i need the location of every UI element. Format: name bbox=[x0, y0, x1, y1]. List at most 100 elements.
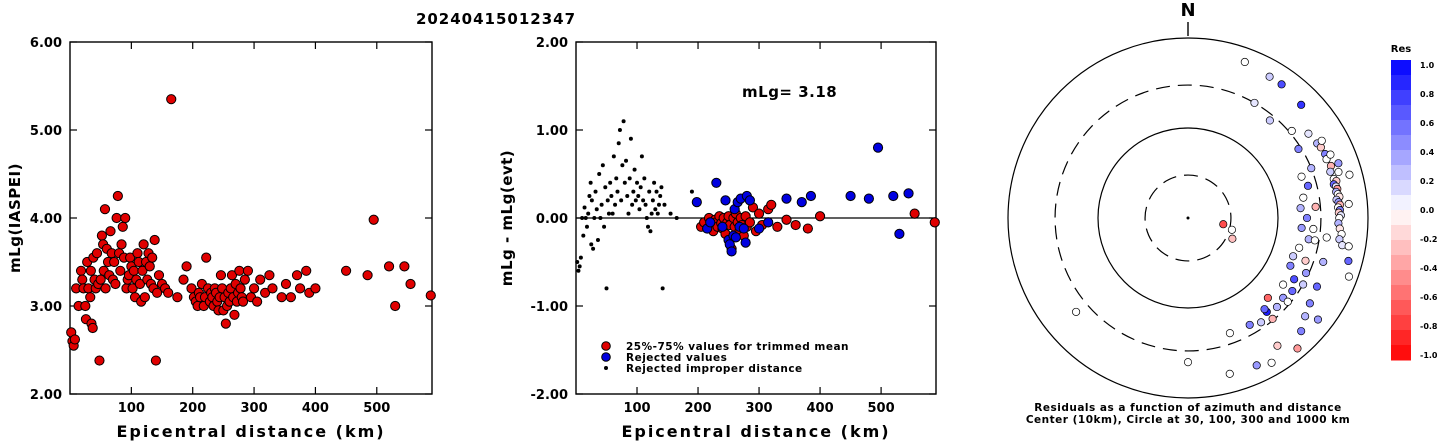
improper-distance-point bbox=[594, 207, 599, 212]
data-point bbox=[112, 190, 123, 202]
data-point bbox=[201, 252, 212, 263]
improper-distance-point bbox=[597, 172, 602, 176]
rejected-point bbox=[730, 232, 741, 243]
improper-distance-point bbox=[633, 198, 638, 203]
improper-distance-point bbox=[587, 194, 592, 198]
improper-distance-point bbox=[600, 163, 605, 168]
data-point bbox=[220, 318, 231, 329]
residual-point bbox=[1256, 318, 1266, 327]
improper-distance-point bbox=[613, 202, 618, 207]
data-point bbox=[134, 278, 146, 290]
data-point bbox=[425, 290, 436, 301]
colorbar-tick-label: -1.0 bbox=[1420, 351, 1437, 360]
colorbar-tick-label: -0.8 bbox=[1420, 322, 1437, 331]
residual-point bbox=[1288, 286, 1297, 296]
improper-distance-point bbox=[636, 194, 641, 198]
colorbar-tick-label: -0.6 bbox=[1420, 293, 1437, 302]
data-point bbox=[390, 300, 401, 312]
trimmed-mean-point bbox=[929, 217, 940, 228]
improper-distance-point bbox=[638, 185, 643, 190]
data-point bbox=[80, 300, 91, 312]
improper-distance-point bbox=[593, 189, 598, 194]
improper-distance-point bbox=[622, 180, 627, 185]
data-point bbox=[239, 274, 250, 285]
residual-point bbox=[1334, 167, 1343, 177]
data-points bbox=[66, 94, 436, 366]
magnitude-vs-distance-chart: 2.00 3.00 4.00 5.00 6.00 100 200 300 400 500 mLg… bbox=[6, 36, 436, 441]
improper-distance-point bbox=[589, 242, 594, 247]
data-point bbox=[215, 270, 227, 281]
residual-point bbox=[1334, 159, 1343, 168]
x-tick-label: 500 bbox=[363, 401, 390, 416]
improper-distance-point bbox=[653, 207, 658, 212]
residual-point bbox=[1290, 275, 1299, 284]
improper-distance-point bbox=[588, 180, 593, 185]
improper-distance-point bbox=[611, 154, 616, 159]
residual-point bbox=[1313, 315, 1323, 324]
data-point bbox=[128, 265, 139, 276]
colorbar-tick-label: -0.2 bbox=[1420, 235, 1437, 244]
improper-distance-point bbox=[627, 176, 632, 181]
data-point bbox=[405, 278, 416, 290]
improper-distance-point bbox=[575, 260, 580, 264]
rejected-point bbox=[726, 246, 737, 257]
data-point bbox=[260, 287, 271, 298]
improper-distance-point bbox=[674, 216, 679, 220]
residual-point bbox=[1319, 257, 1328, 266]
improper-distance-point bbox=[595, 238, 600, 242]
data-point bbox=[139, 292, 150, 303]
colorbar-tick-label: 0.2 bbox=[1420, 177, 1434, 186]
x-tick-label: 400 bbox=[302, 401, 329, 416]
residual-point bbox=[1344, 256, 1353, 266]
data-point bbox=[229, 309, 240, 320]
data-point bbox=[267, 283, 278, 294]
improper-distance-point bbox=[662, 202, 667, 207]
x-ticks: 100 200 300 400 500 bbox=[118, 42, 390, 416]
rejected-point bbox=[717, 221, 728, 232]
improper-distance-point bbox=[639, 154, 644, 159]
trimmed-mean-point bbox=[814, 211, 826, 222]
data-points bbox=[575, 119, 940, 291]
residual-point bbox=[1263, 293, 1272, 302]
y-axis-label: mLg(IASPEI) bbox=[6, 163, 24, 273]
y-tick-label: 6.00 bbox=[30, 36, 62, 51]
trimmed-mean-point bbox=[744, 217, 755, 228]
colorbar-segment bbox=[1391, 255, 1411, 271]
improper-distance-point bbox=[628, 136, 633, 141]
improper-distance-point bbox=[650, 198, 655, 203]
improper-distance-point bbox=[582, 205, 587, 210]
distance-ring bbox=[1007, 37, 1369, 399]
improper-distance-point bbox=[626, 211, 631, 216]
residual-vs-distance-chart: -2.00 -1.00 0.00 1.00 2.00 100 200 300 400 500 m… bbox=[498, 36, 940, 441]
residual-point bbox=[1227, 225, 1236, 234]
data-point bbox=[181, 261, 192, 272]
residual-point bbox=[1297, 223, 1306, 232]
data-point bbox=[248, 283, 260, 294]
rejected-point bbox=[781, 193, 792, 204]
residual-point bbox=[1072, 307, 1081, 316]
residual-point bbox=[1322, 233, 1331, 242]
data-point bbox=[226, 270, 238, 281]
figure-title: 20240415012347 bbox=[416, 10, 576, 28]
caption-line-2: Center (10km), Circle at 30, 100, 300 an… bbox=[1026, 414, 1350, 426]
y-tick-label: 0.00 bbox=[536, 212, 568, 227]
data-point bbox=[285, 292, 296, 303]
legend-label: Rejected values bbox=[626, 352, 727, 364]
x-ticks: 100 200 300 400 500 bbox=[623, 42, 895, 416]
improper-distance-point bbox=[632, 167, 637, 172]
rejected-point bbox=[705, 217, 716, 228]
data-point bbox=[264, 270, 275, 281]
residual-point bbox=[1273, 341, 1282, 350]
improper-distance-point bbox=[621, 119, 626, 124]
residual-point bbox=[1272, 302, 1282, 312]
y-ticks: 2.00 3.00 4.00 5.00 6.00 bbox=[30, 36, 432, 403]
residual-point bbox=[1299, 193, 1308, 202]
improper-distance-point bbox=[576, 268, 581, 273]
rejected-point bbox=[744, 195, 755, 206]
residual-point bbox=[1289, 252, 1298, 261]
y-axis-label: mLg - mLg(evt) bbox=[498, 150, 516, 286]
data-point bbox=[147, 252, 158, 263]
improper-distance-point bbox=[605, 198, 610, 203]
improper-distance-point bbox=[668, 211, 673, 216]
